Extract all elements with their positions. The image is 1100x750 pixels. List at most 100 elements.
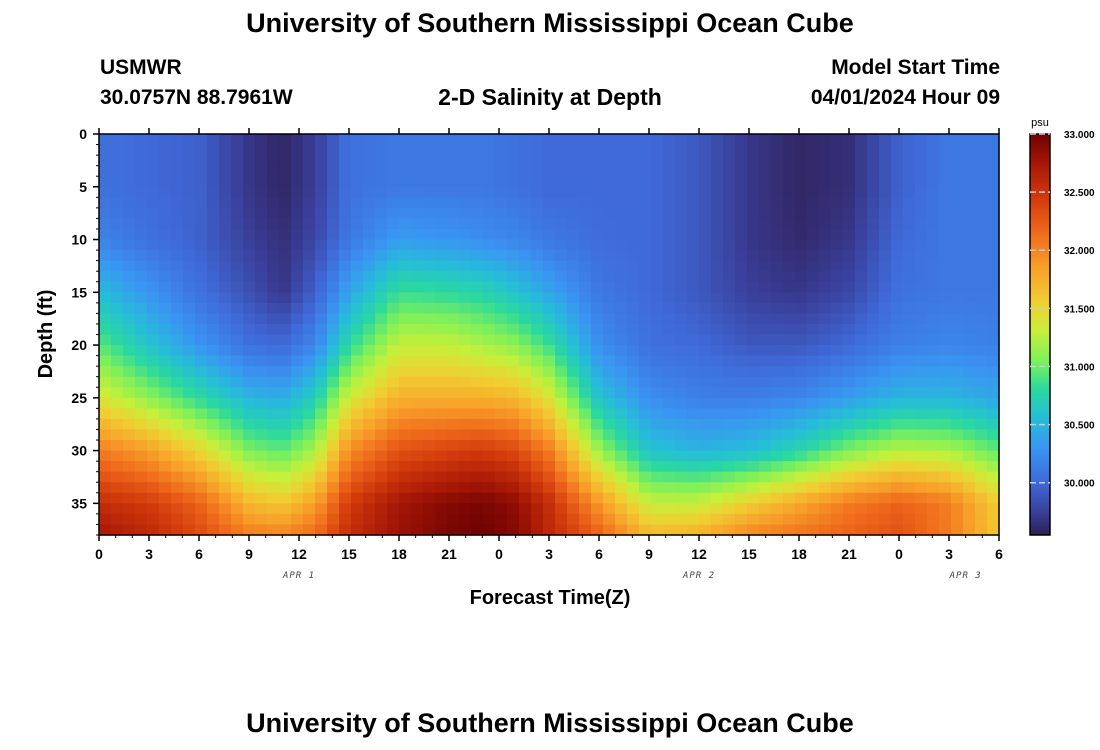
heatmap-cell: [975, 302, 988, 314]
heatmap-cell: [771, 323, 784, 336]
heatmap-cell: [291, 134, 304, 146]
heatmap-cell: [291, 260, 304, 272]
heatmap-cell: [255, 218, 268, 230]
heatmap-cell: [99, 313, 112, 325]
heatmap-cell: [339, 323, 352, 336]
heatmap-cell: [879, 250, 892, 262]
heatmap-cell: [687, 408, 700, 420]
heatmap-cell: [819, 334, 832, 346]
heatmap-cell: [303, 376, 316, 388]
heatmap-cell: [867, 207, 880, 220]
heatmap-cell: [543, 471, 556, 483]
heatmap-cell: [639, 228, 652, 241]
heatmap-cell: [831, 218, 844, 230]
heatmap-cell: [903, 239, 916, 251]
x-tick-label: 6: [995, 546, 1003, 562]
heatmap-cell: [339, 355, 352, 367]
heatmap-cell: [987, 334, 1000, 346]
heatmap-cell: [399, 271, 412, 283]
heatmap-cell: [615, 461, 628, 473]
heatmap-cell: [315, 155, 328, 167]
heatmap-cell: [507, 218, 520, 230]
heatmap-cell: [471, 271, 484, 283]
heatmap-cell: [735, 524, 748, 536]
heatmap-cell: [375, 260, 388, 272]
y-tick-label: 20: [71, 337, 87, 353]
heatmap-cell: [975, 144, 988, 156]
heatmap-cell: [663, 429, 676, 441]
heatmap-cell: [135, 239, 148, 251]
heatmap-cell: [915, 228, 928, 241]
heatmap-cell: [735, 271, 748, 283]
heatmap-cell: [951, 250, 964, 262]
heatmap-cell: [411, 461, 424, 473]
heatmap-cell: [699, 239, 712, 251]
heatmap-cell: [483, 408, 496, 420]
heatmap-cell: [651, 418, 664, 431]
heatmap-cell: [663, 376, 676, 388]
heatmap-cell: [699, 155, 712, 167]
heatmap-cell: [723, 492, 736, 504]
heatmap-cell: [831, 450, 844, 462]
colorbar-tick-label: 32.500: [1064, 188, 1095, 199]
heatmap-cell: [243, 197, 256, 209]
heatmap-cell: [843, 228, 856, 241]
heatmap-cell: [759, 461, 772, 473]
heatmap-cell: [435, 228, 448, 241]
heatmap-cell: [459, 144, 472, 156]
heatmap-cell: [519, 334, 532, 346]
heatmap-cell: [267, 155, 280, 167]
heatmap-cell: [543, 186, 556, 198]
heatmap-cell: [435, 450, 448, 462]
heatmap-cell: [171, 513, 184, 526]
heatmap-cell: [507, 292, 520, 304]
heatmap-cell: [495, 355, 508, 367]
heatmap-cell: [567, 165, 580, 177]
heatmap-cell: [171, 250, 184, 262]
heatmap-cell: [159, 355, 172, 367]
heatmap-cell: [459, 366, 472, 378]
heatmap-cell: [99, 471, 112, 483]
heatmap-cell: [519, 355, 532, 367]
heatmap-cell: [495, 334, 508, 346]
heatmap-cell: [915, 471, 928, 483]
heatmap-cell: [699, 461, 712, 473]
heatmap-cell: [567, 271, 580, 283]
heatmap-cell: [483, 186, 496, 198]
heatmap-cell: [867, 429, 880, 441]
heatmap-cell: [675, 260, 688, 272]
heatmap-cell: [555, 482, 568, 494]
heatmap-cell: [699, 176, 712, 188]
heatmap-cell: [459, 271, 472, 283]
heatmap-cell: [375, 355, 388, 367]
heatmap-cell: [291, 376, 304, 388]
heatmap-cell: [507, 355, 520, 367]
heatmap-cell: [375, 228, 388, 241]
heatmap-cell: [471, 239, 484, 251]
heatmap-cell: [303, 218, 316, 230]
heatmap-cell: [603, 197, 616, 209]
heatmap-cell: [591, 218, 604, 230]
heatmap-cell: [615, 323, 628, 336]
heatmap-cell: [267, 355, 280, 367]
heatmap-cell: [243, 461, 256, 473]
heatmap-cell: [555, 292, 568, 304]
heatmap-cell: [615, 134, 628, 146]
heatmap-cell: [783, 134, 796, 146]
heatmap-cell: [207, 260, 220, 272]
heatmap-cell: [99, 207, 112, 220]
heatmap-cell: [123, 482, 136, 494]
heatmap-cell: [447, 155, 460, 167]
heatmap-cell: [963, 397, 976, 409]
heatmap-cell: [483, 513, 496, 526]
heatmap-cell: [891, 355, 904, 367]
heatmap-cell: [111, 345, 124, 357]
heatmap-cell: [567, 492, 580, 504]
heatmap-cell: [687, 207, 700, 220]
heatmap-cell: [207, 440, 220, 452]
heatmap-cell: [339, 302, 352, 314]
heatmap-cell: [579, 450, 592, 462]
heatmap-cell: [303, 165, 316, 177]
heatmap-cell: [735, 207, 748, 220]
heatmap-cell: [879, 408, 892, 420]
